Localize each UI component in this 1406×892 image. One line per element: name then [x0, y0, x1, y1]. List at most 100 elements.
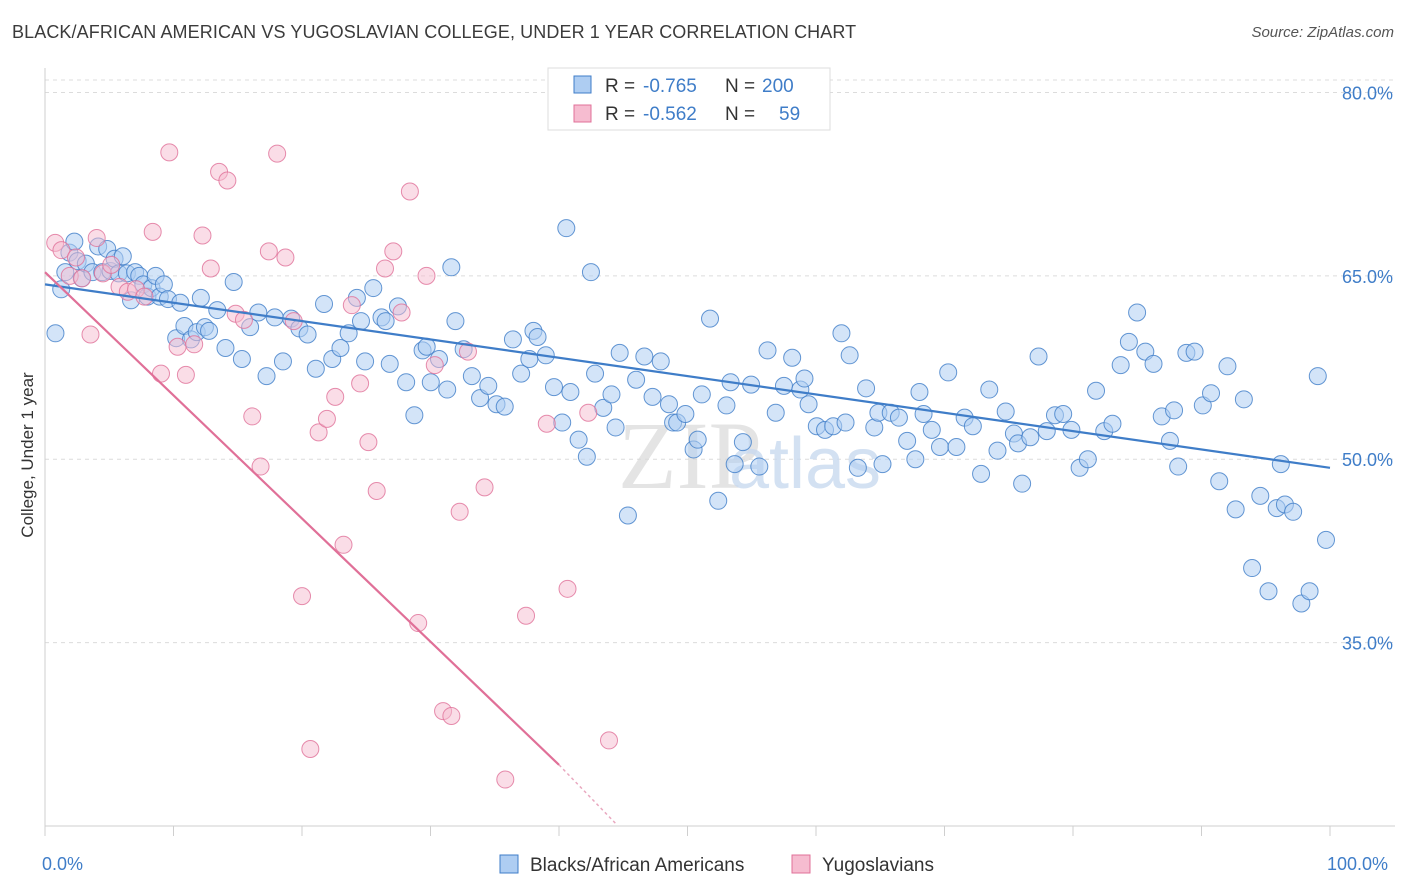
point-yugoslavians — [392, 303, 411, 322]
point-blacks — [963, 417, 982, 436]
point-yugoslavians — [400, 182, 419, 201]
point-blacks — [701, 309, 720, 328]
point-blacks — [840, 346, 859, 365]
point-blacks — [910, 382, 929, 401]
point-blacks — [380, 354, 399, 373]
point-blacks — [273, 352, 292, 371]
bottom-legend: Blacks/African Americans Yugoslavians — [499, 854, 934, 876]
point-yugoslavians — [176, 365, 195, 384]
point-yugoslavians — [135, 287, 154, 306]
point-blacks — [315, 294, 334, 313]
point-blacks — [783, 348, 802, 367]
point-blacks — [1317, 530, 1335, 549]
trend-line-blacks — [44, 283, 1331, 469]
point-yugoslavians — [558, 579, 577, 598]
point-yugoslavians — [475, 478, 494, 497]
point-blacks — [581, 263, 600, 282]
point-blacks — [766, 403, 785, 422]
y-tick-labels: 35.0% 50.0% 65.0% 80.0% — [1342, 83, 1393, 653]
point-blacks — [1078, 450, 1097, 469]
point-blacks — [692, 385, 711, 404]
point-blacks — [836, 413, 855, 432]
point-blacks — [602, 385, 621, 404]
legend-swatch-blue — [573, 75, 592, 94]
point-blacks — [676, 404, 695, 423]
point-blacks — [1144, 354, 1163, 373]
point-yugoslavians — [160, 143, 179, 162]
point-blacks — [651, 352, 670, 371]
point-blacks — [495, 397, 514, 416]
point-yugoslavians — [259, 242, 278, 261]
point-yugoslavians — [168, 337, 187, 356]
point-blacks — [1103, 414, 1122, 433]
point-blacks — [479, 376, 498, 395]
point-blacks — [898, 431, 917, 450]
chart-source: Source: ZipAtlas.com — [1251, 24, 1394, 41]
point-blacks — [1054, 404, 1073, 423]
point-blacks — [351, 312, 370, 331]
trend-line-yugoslavians-extension — [558, 764, 618, 826]
point-blacks — [922, 420, 941, 439]
point-blacks — [421, 373, 440, 392]
point-blacks — [257, 367, 276, 386]
legend-n-label-1: N = — [725, 76, 755, 97]
point-blacks — [1029, 347, 1048, 366]
point-yugoslavians — [334, 535, 353, 554]
point-blacks — [544, 378, 563, 397]
point-yugoslavians — [359, 433, 378, 452]
point-blacks — [191, 288, 210, 307]
point-blacks — [1202, 384, 1221, 403]
point-yugoslavians — [218, 171, 237, 190]
point-blacks — [224, 272, 243, 291]
point-blacks — [643, 387, 662, 406]
legend-r-label-1: R = — [605, 76, 635, 97]
point-blacks — [1271, 455, 1290, 474]
point-blacks — [1169, 457, 1188, 476]
x-ticks — [44, 826, 1331, 836]
legend-r-label-2: R = — [605, 104, 635, 125]
legend-n-value-1: 200 — [762, 76, 794, 97]
point-blacks — [688, 430, 707, 449]
point-yugoslavians — [367, 482, 386, 501]
point-yugoslavians — [376, 259, 394, 278]
point-blacks — [512, 364, 531, 383]
axes — [44, 68, 1395, 827]
point-blacks — [306, 359, 325, 378]
point-yugoslavians — [351, 374, 370, 393]
point-yugoslavians — [201, 259, 220, 278]
point-blacks — [857, 379, 876, 398]
point-blacks — [725, 455, 744, 474]
point-blacks — [586, 364, 605, 383]
point-blacks — [249, 303, 268, 322]
legend-n-label-2: N = — [725, 104, 755, 125]
point-yugoslavians — [317, 409, 336, 428]
point-yugoslavians — [185, 335, 204, 354]
point-yugoslavians — [276, 248, 295, 267]
point-blacks — [1111, 356, 1130, 375]
point-blacks — [889, 408, 908, 427]
point-blacks — [1087, 381, 1106, 400]
point-yugoslavians — [81, 325, 100, 344]
point-blacks — [610, 343, 629, 362]
point-yugoslavians — [52, 241, 71, 260]
point-blacks — [1021, 428, 1040, 447]
point-blacks — [46, 324, 65, 343]
point-blacks — [774, 376, 793, 395]
y-tick-label: 35.0% — [1342, 634, 1393, 654]
point-blacks — [331, 338, 350, 357]
trend-lines — [44, 271, 1331, 826]
point-blacks — [356, 352, 375, 371]
bottom-legend-label-pink: Yugoslavians — [822, 855, 934, 876]
top-legend: R = -0.765 N = 200 R = -0.562 N = 59 — [547, 67, 831, 131]
legend-box — [547, 67, 831, 131]
point-blacks — [799, 395, 818, 414]
point-yugoslavians — [87, 228, 106, 247]
point-blacks — [446, 312, 465, 331]
point-yugoslavians — [326, 387, 345, 406]
point-blacks — [1119, 332, 1138, 351]
point-blacks — [553, 413, 572, 432]
point-blacks — [1165, 401, 1184, 420]
point-blacks — [462, 367, 481, 386]
point-yugoslavians — [458, 342, 477, 361]
